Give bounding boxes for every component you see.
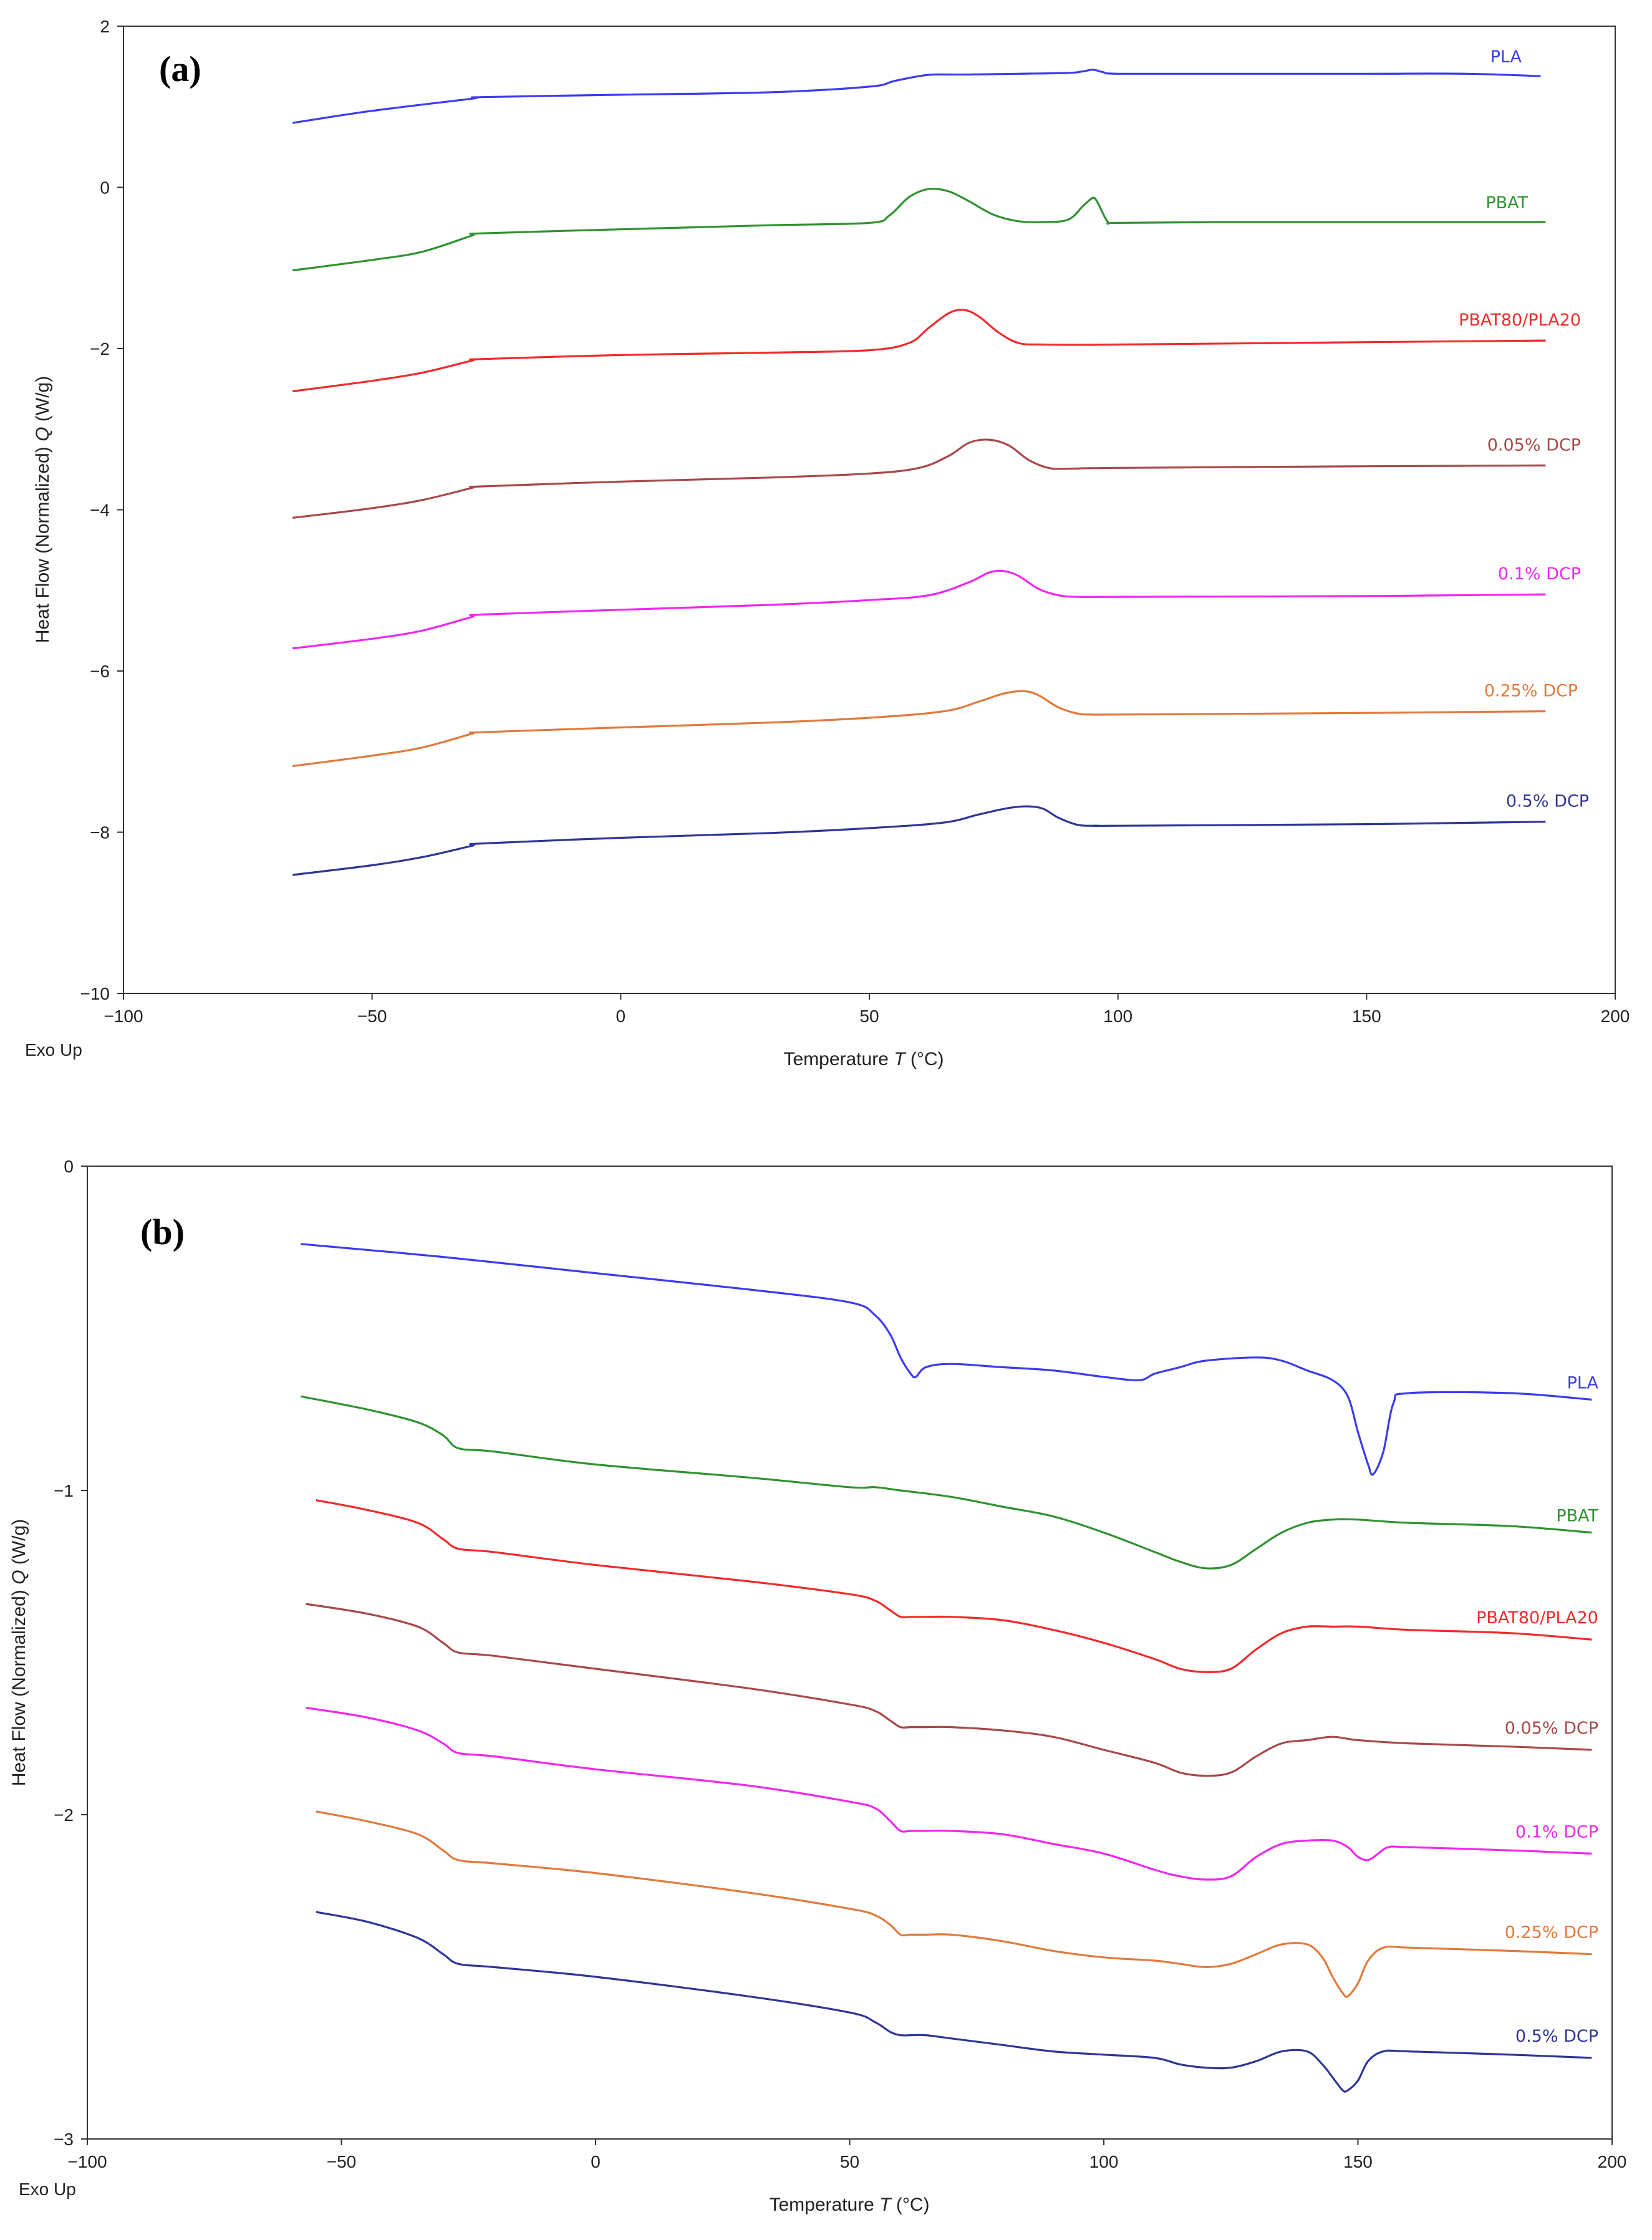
x-tick-label: 50 [859, 1007, 879, 1026]
series-line-pla [301, 1243, 1592, 1476]
series-label-0-5-dcp: 0.5% DCP [1506, 792, 1589, 811]
series-label-0-05-dcp: 0.05% DCP [1487, 435, 1581, 455]
x-tick-label: −100 [67, 2152, 107, 2171]
series-line-pbat80-pla20 [292, 309, 1546, 393]
y-axis-symbol: Q [32, 427, 53, 441]
x-tick-label: −100 [104, 1007, 143, 1026]
y-axis-unit: (W/g) [32, 376, 53, 422]
x-axis-unit: (°C) [911, 1049, 944, 1069]
y-axis-title: Heat Flow (Normalized) Q (W/g) [32, 376, 53, 643]
x-tick-label: −50 [357, 1007, 387, 1026]
series-line-0-1-dcp [306, 1706, 1592, 1881]
panel-label: (b) [140, 1212, 185, 1252]
y-tick-label: −2 [54, 1805, 74, 1825]
y-tick-label: −2 [90, 339, 110, 359]
x-tick-label: 100 [1089, 2152, 1119, 2171]
series-label-0-05-dcp: 0.05% DCP [1505, 1719, 1598, 1738]
series-label-pbat80-pla20: PBAT80/PLA20 [1459, 311, 1581, 330]
x-axis-title-text: Temperature [769, 2194, 874, 2215]
series-line-pbat [292, 188, 1546, 272]
x-axis-title: Temperature T (°C) [783, 1049, 944, 1069]
x-axis-symbol: T [894, 1049, 907, 1069]
series-labels: PLA PBAT PBAT80/PLA20 0.05% DCP 0.1% DCP 0.25… [1476, 1373, 1598, 2046]
y-tick-label: 0 [64, 1157, 74, 1176]
y-tick-label: −3 [54, 2130, 74, 2149]
series-line-0-5-dcp [292, 805, 1546, 876]
x-tick-label: 200 [1598, 2152, 1627, 2171]
panel-a: (a) −100 −50 0 50 100 150 200 −10 −8 −6 −4 −2 0 2 PLA… [25, 17, 1630, 1069]
x-axis-symbol: T [879, 2194, 892, 2215]
series-line-0-5-dcp [316, 1911, 1592, 2093]
panel-label: (a) [159, 49, 201, 89]
ticks: −100 −50 0 50 100 150 200 −10 −8 −6 −4 −2 0 2 [80, 17, 1630, 1026]
y-tick-label: −6 [90, 662, 110, 681]
plot-frame [87, 1166, 1613, 2140]
y-axis-symbol: Q [9, 1570, 29, 1584]
series-layer [292, 69, 1546, 876]
x-tick-label: 0 [591, 2152, 601, 2171]
y-tick-label: −8 [90, 823, 110, 842]
series-label-0-25-dcp: 0.25% DCP [1505, 1923, 1598, 1943]
x-tick-label: 0 [616, 1007, 626, 1026]
x-tick-label: 200 [1601, 1007, 1630, 1026]
series-label-pbat: PBAT [1556, 1507, 1598, 1526]
series-label-0-1-dcp: 0.1% DCP [1515, 1822, 1598, 1842]
y-tick-label: −1 [54, 1481, 74, 1500]
series-labels: PLA PBAT PBAT80/PLA20 0.05% DCP 0.1% DCP 0.25… [1459, 47, 1589, 811]
y-tick-label: 0 [100, 178, 110, 198]
x-tick-label: 100 [1103, 1007, 1133, 1026]
plot-frame [123, 26, 1616, 994]
ticks: −100 −50 0 50 100 150 200 −3 −2 −1 0 [54, 1157, 1626, 2171]
x-tick-label: 150 [1343, 2152, 1373, 2171]
y-axis-title-text: Heat Flow (Normalized) [9, 1590, 29, 1786]
series-label-0-5-dcp: 0.5% DCP [1515, 2027, 1598, 2046]
series-label-0-25-dcp: 0.25% DCP [1484, 682, 1578, 701]
x-tick-label: 50 [840, 2152, 859, 2171]
x-tick-label: −50 [327, 2152, 357, 2171]
series-line-0-05-dcp [306, 1603, 1592, 1777]
series-line-0-25-dcp [316, 1810, 1592, 1998]
series-line-pbat [300, 1395, 1592, 1570]
exo-up-note: Exo Up [19, 2180, 76, 2199]
series-label-pla: PLA [1567, 1373, 1599, 1393]
x-tick-label: 150 [1352, 1007, 1381, 1026]
y-tick-label: −4 [90, 501, 110, 520]
x-axis-title: Temperature T (°C) [769, 2194, 929, 2215]
x-axis-title-text: Temperature [783, 1049, 888, 1069]
series-line-0-25-dcp [292, 690, 1546, 768]
y-axis-title: Heat Flow (Normalized) Q (W/g) [9, 1519, 29, 1786]
series-line-pla [292, 69, 1541, 124]
series-layer [300, 1243, 1592, 2093]
panel-b: (b) −100 −50 0 50 100 150 200 −3 −2 −1 0 PLA PBAT PB… [9, 1157, 1626, 2215]
series-label-pbat: PBAT [1485, 193, 1528, 213]
exo-up-note: Exo Up [25, 1040, 82, 1060]
series-label-pbat80-pla20: PBAT80/PLA20 [1476, 1608, 1598, 1628]
y-axis-title-text: Heat Flow (Normalized) [32, 447, 53, 643]
series-line-0-05-dcp [292, 438, 1546, 519]
y-axis-unit: (W/g) [9, 1519, 29, 1565]
series-label-pla: PLA [1490, 47, 1522, 67]
x-axis-unit: (°C) [896, 2194, 930, 2215]
series-line-0-1-dcp [292, 569, 1546, 650]
series-line-pbat80-pla20 [316, 1499, 1592, 1673]
y-tick-label: 2 [100, 17, 110, 36]
y-tick-label: −10 [80, 984, 110, 1003]
series-label-0-1-dcp: 0.1% DCP [1498, 564, 1581, 584]
